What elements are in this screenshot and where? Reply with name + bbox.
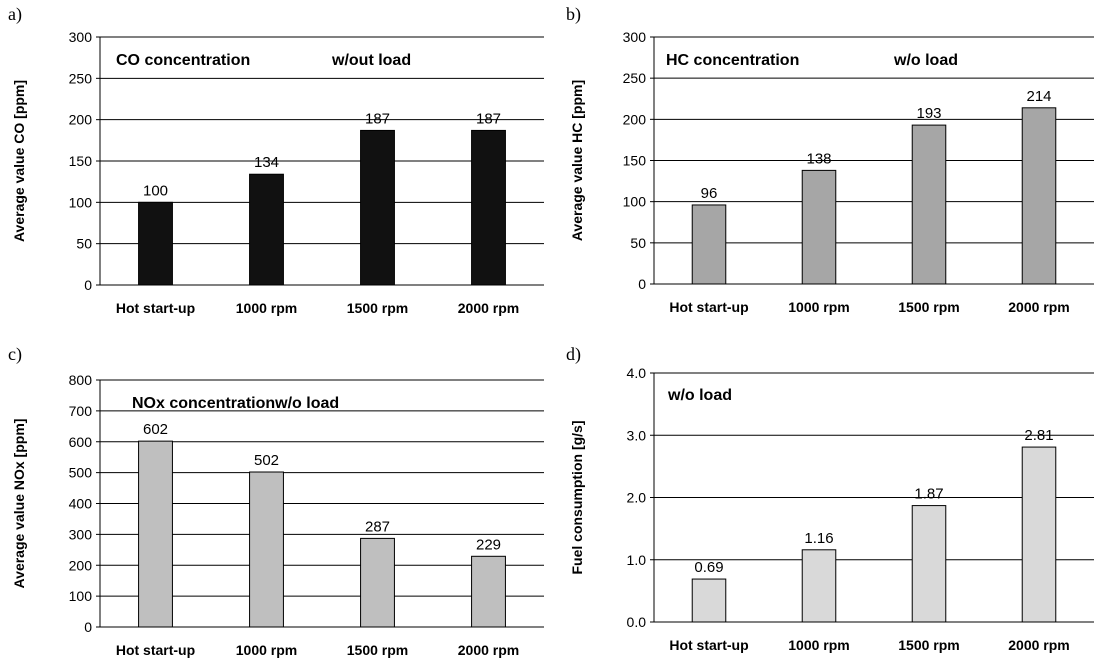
- y-tick-label: 4.0: [627, 365, 647, 381]
- y-tick-label: 250: [623, 70, 647, 86]
- x-tick-label: 1000 rpm: [788, 637, 849, 653]
- data-label: 2.81: [1024, 427, 1053, 444]
- x-tick-label: 1500 rpm: [347, 642, 408, 658]
- y-tick-label: 50: [630, 235, 646, 251]
- y-tick-label: 2.0: [627, 490, 647, 506]
- y-tick-label: 50: [76, 236, 92, 252]
- bar: [138, 201, 173, 286]
- data-label: 187: [365, 110, 390, 127]
- y-tick-label: 300: [623, 29, 647, 45]
- panel-letter-b: b): [566, 4, 581, 24]
- y-tick-label: 200: [623, 111, 647, 127]
- bar: [691, 204, 727, 285]
- y-tick-label: 400: [69, 496, 93, 512]
- x-tick-label: 1500 rpm: [347, 300, 408, 316]
- y-tick-label: 700: [69, 403, 93, 419]
- x-tick-label: 2000 rpm: [458, 300, 519, 316]
- bar: [138, 440, 173, 628]
- x-tick-label: Hot start-up: [116, 300, 195, 316]
- data-label: 502: [254, 452, 279, 469]
- data-label: 1.87: [914, 486, 943, 503]
- y-tick-label: 250: [69, 70, 93, 86]
- bar: [360, 537, 395, 628]
- y-tick-label: 0: [84, 619, 92, 635]
- x-tick-label: Hot start-up: [116, 642, 195, 658]
- y-tick-label: 3.0: [627, 427, 647, 443]
- chart-subtitle: w/out load: [331, 52, 411, 69]
- y-tick-label: 200: [69, 112, 93, 128]
- data-label: 193: [916, 105, 941, 122]
- panel-letter-a: a): [8, 4, 22, 24]
- panel-letter-c: c): [8, 344, 22, 364]
- x-tick-label: Hot start-up: [669, 299, 748, 315]
- x-tick-label: 2000 rpm: [1008, 299, 1069, 315]
- bar: [911, 124, 947, 285]
- chart-panel-2: 0 50 100 150 200 250 300 96 Hot start-up 138 1000 …: [569, 29, 1094, 315]
- x-tick-label: 1000 rpm: [788, 299, 849, 315]
- data-label: 0.69: [694, 559, 723, 576]
- data-label: 100: [143, 182, 168, 199]
- y-tick-label: 100: [623, 194, 647, 210]
- data-label: 287: [365, 518, 390, 535]
- y-tick-label: 0.0: [627, 614, 647, 630]
- chart-panel-4: 0.0 1.0 2.0 3.0 4.0 0.69 Hot start-up 1.16 1000 …: [569, 365, 1094, 653]
- y-axis-label: Average value CO [ppm]: [11, 80, 27, 242]
- chart-title: HC concentration: [666, 52, 799, 69]
- bar: [1021, 107, 1057, 285]
- chart-panel-1: 0 50 100 150 200 250 300 100 Hot start-up 134 1000…: [11, 29, 544, 316]
- x-tick-label: Hot start-up: [669, 637, 748, 653]
- chart-subtitle: w/o load: [893, 52, 958, 69]
- bar: [471, 555, 506, 628]
- chart-title: NOx concentrationw/o load: [132, 395, 339, 412]
- x-tick-label: 1000 rpm: [236, 642, 297, 658]
- y-axis-label: Average value HC [ppm]: [569, 80, 585, 241]
- y-tick-label: 500: [69, 465, 93, 481]
- bar: [360, 129, 395, 286]
- bar: [249, 471, 284, 628]
- y-axis-label: Average value NOx [ppm]: [11, 419, 27, 589]
- y-tick-label: 0: [638, 276, 646, 292]
- x-tick-label: 1000 rpm: [236, 300, 297, 316]
- y-tick-label: 100: [69, 588, 93, 604]
- y-tick-label: 150: [623, 153, 647, 169]
- data-label: 1.16: [804, 530, 833, 547]
- panel-letter-d: d): [566, 344, 581, 364]
- bar: [801, 169, 837, 285]
- chart-title: CO concentration: [116, 52, 250, 69]
- data-label: 602: [143, 421, 168, 438]
- bar: [691, 578, 727, 623]
- data-label: 229: [476, 536, 501, 553]
- y-axis-label: Fuel consumption [g/s]: [569, 421, 585, 575]
- data-label: 138: [806, 150, 831, 167]
- x-tick-label: 2000 rpm: [1008, 637, 1069, 653]
- y-tick-label: 150: [69, 153, 93, 169]
- y-tick-label: 800: [69, 372, 93, 388]
- x-tick-label: 2000 rpm: [458, 642, 519, 658]
- data-label: 187: [476, 110, 501, 127]
- bar: [801, 549, 837, 623]
- data-label: 96: [701, 185, 718, 202]
- bar: [911, 505, 947, 623]
- chart-panel-3: 0 100 200 300 400 500 600 700 800 602 Hot start-up…: [11, 372, 544, 658]
- y-tick-label: 100: [69, 194, 93, 210]
- y-tick-label: 300: [69, 29, 93, 45]
- chart-title: w/o load: [667, 387, 732, 404]
- data-label: 214: [1026, 88, 1051, 105]
- y-tick-label: 600: [69, 434, 93, 450]
- bar: [249, 173, 284, 286]
- y-tick-label: 300: [69, 526, 93, 542]
- data-label: 134: [254, 154, 279, 171]
- x-tick-label: 1500 rpm: [898, 637, 959, 653]
- bar: [1021, 446, 1057, 623]
- x-tick-label: 1500 rpm: [898, 299, 959, 315]
- bar: [471, 129, 506, 286]
- y-tick-label: 0: [84, 277, 92, 293]
- y-tick-label: 200: [69, 557, 93, 573]
- y-tick-label: 1.0: [627, 552, 647, 568]
